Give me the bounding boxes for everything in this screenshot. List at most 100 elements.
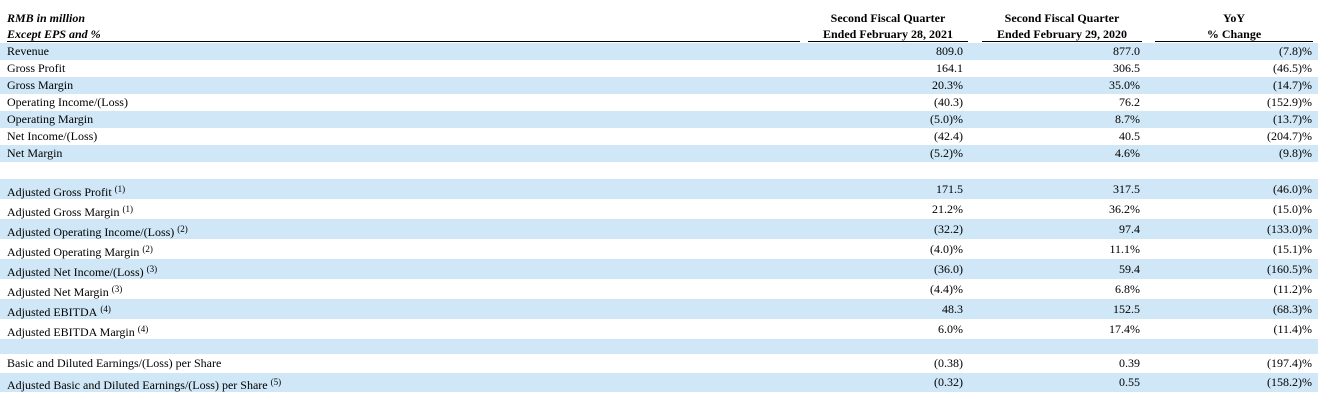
value-cell: 0.55 (1119, 375, 1140, 389)
label-text: Net Margin (7, 146, 63, 160)
header-line: Except EPS and % (7, 27, 101, 41)
header-line: Second Fiscal Quarter (830, 11, 946, 25)
value-cell: (40.3) (934, 95, 963, 109)
label-text: Adjusted Gross Profit (7, 185, 112, 199)
table-row: Basic and Diluted Earnings/(Loss) per Sh… (0, 354, 1318, 373)
value-cell: 20.3% (932, 78, 963, 92)
value-cell: 40.5 (1119, 129, 1140, 143)
label-text: Adjusted EBITDA (7, 305, 98, 319)
label-text: Gross Profit (7, 61, 66, 75)
table-row: Net Margin (5.2)% 4.6% (9.8)% (0, 145, 1318, 162)
header-line: Second Fiscal Quarter (1004, 11, 1120, 25)
value-cell: 877.0 (1113, 44, 1140, 58)
value-cell: 35.0% (1109, 78, 1140, 92)
column-header: Second Fiscal Quarter Ended February 28,… (808, 10, 968, 42)
value-cell: (152.9)% (1267, 95, 1312, 109)
row-label: Adjusted EBITDA Margin (4) (7, 319, 148, 342)
value-cell: (36.0) (934, 262, 963, 276)
row-label: Adjusted Net Margin (3) (7, 279, 122, 302)
label-text: Operating Income/(Loss) (7, 95, 128, 109)
table-row: Adjusted EBITDA (4) 48.3 152.5 (68.3)% (0, 299, 1318, 319)
value-cell: 164.1 (936, 61, 963, 75)
header-label: RMB in million Except EPS and % (7, 10, 800, 42)
value-cell: (0.38) (934, 356, 963, 370)
label-text: Net Income/(Loss) (7, 129, 98, 143)
value-cell: (197.4)% (1267, 356, 1312, 370)
row-label: Operating Income/(Loss) (7, 94, 128, 111)
spacer-row (0, 339, 1318, 354)
row-label: Adjusted EBITDA (4) (7, 299, 111, 322)
value-cell: (9.8)% (1279, 146, 1312, 160)
footnote-ref: (3) (146, 264, 158, 274)
table-row: Adjusted EBITDA Margin (4) 6.0% 17.4% (11.4)… (0, 319, 1318, 339)
table-row: Adjusted Operating Margin (2) (4.0)% 11.1% (… (0, 239, 1318, 259)
table-row: Gross Margin 20.3% 35.0% (14.7)% (0, 77, 1318, 94)
row-label: Adjusted Operating Income/(Loss) (2) (7, 219, 188, 242)
label-text: Adjusted Operating Income/(Loss) (7, 225, 175, 239)
value-cell: (46.5)% (1273, 61, 1312, 75)
value-cell: 6.0% (938, 322, 963, 336)
row-label: Adjusted Net Income/(Loss) (3) (7, 259, 157, 282)
value-cell: 21.2% (932, 202, 963, 216)
row-label: Basic and Diluted Earnings/(Loss) per Sh… (7, 354, 221, 373)
column-header: YoY % Change (1155, 10, 1313, 42)
table-row: Operating Margin (5.0)% 8.7% (13.7)% (0, 111, 1318, 128)
label-text: Basic and Diluted Earnings/(Loss) per Sh… (7, 356, 222, 370)
footnote-ref: (3) (111, 284, 123, 294)
value-cell: (11.2)% (1273, 282, 1312, 296)
table-row: Adjusted Net Income/(Loss) (3) (36.0) 59.4 (… (0, 259, 1318, 279)
row-label: Adjusted Basic and Diluted Earnings/(Los… (7, 373, 281, 395)
value-cell: (133.0)% (1267, 222, 1312, 236)
value-cell: 809.0 (936, 44, 963, 58)
value-cell: 306.5 (1113, 61, 1140, 75)
value-cell: (14.7)% (1273, 78, 1312, 92)
row-label: Operating Margin (7, 111, 93, 128)
value-cell: (15.1)% (1273, 242, 1312, 256)
value-cell: (68.3)% (1273, 302, 1312, 316)
header-line: YoY (1222, 11, 1245, 25)
row-label: Gross Margin (7, 77, 73, 94)
header-line: Ended February 28, 2021 (822, 27, 953, 41)
label-text: Adjusted Operating Margin (7, 245, 140, 259)
value-cell: 4.6% (1115, 146, 1140, 160)
footnote-ref: (1) (122, 204, 133, 214)
table-row: Gross Profit 164.1 306.5 (46.5)% (0, 60, 1318, 77)
table-row: Adjusted Gross Profit (1) 171.5 317.5 (46.0)… (0, 179, 1318, 199)
table-row: Net Income/(Loss) (42.4) 40.5 (204.7)% (0, 128, 1318, 145)
value-cell: (13.7)% (1273, 112, 1312, 126)
value-cell: 0.39 (1119, 356, 1140, 370)
label-text: Adjusted Gross Margin (7, 205, 120, 219)
table-row: Adjusted Net Margin (3) (4.4)% 6.8% (11.2)% (0, 279, 1318, 299)
value-cell: 8.7% (1115, 112, 1140, 126)
value-cell: (46.0)% (1273, 182, 1312, 196)
value-cell: (7.8)% (1279, 44, 1312, 58)
table-row: Adjusted Gross Margin (1) 21.2% 36.2% (15.0)… (0, 199, 1318, 219)
footnote-ref: (1) (114, 184, 126, 194)
value-cell: (4.0)% (930, 242, 963, 256)
value-cell: (204.7)% (1267, 129, 1312, 143)
row-label: Net Income/(Loss) (7, 128, 97, 145)
row-label: Revenue (7, 43, 49, 60)
value-cell: 317.5 (1113, 182, 1140, 196)
value-cell: (11.4)% (1273, 322, 1312, 336)
value-cell: 152.5 (1113, 302, 1140, 316)
value-cell: 6.8% (1115, 282, 1140, 296)
label-text: Gross Margin (7, 78, 74, 92)
value-cell: 17.4% (1109, 322, 1140, 336)
value-cell: 11.1% (1109, 242, 1140, 256)
header-line: Ended February 29, 2020 (996, 27, 1127, 41)
value-cell: 171.5 (936, 182, 963, 196)
row-label: Adjusted Operating Margin (2) (7, 239, 153, 262)
footnote-ref: (4) (137, 324, 149, 334)
label-text: Revenue (7, 44, 49, 58)
row-label: Net Margin (7, 145, 62, 162)
value-cell: (5.0)% (930, 112, 963, 126)
label-text: Adjusted EBITDA Margin (7, 325, 135, 339)
table-row: Revenue 809.0 877.0 (7.8)% (0, 43, 1318, 60)
label-text: Adjusted Net Income/(Loss) (7, 265, 144, 279)
value-cell: (0.32) (934, 375, 963, 389)
value-cell: 97.4 (1119, 222, 1140, 236)
footnote-ref: (2) (142, 244, 153, 254)
label-text: Adjusted Net Margin (7, 285, 109, 299)
